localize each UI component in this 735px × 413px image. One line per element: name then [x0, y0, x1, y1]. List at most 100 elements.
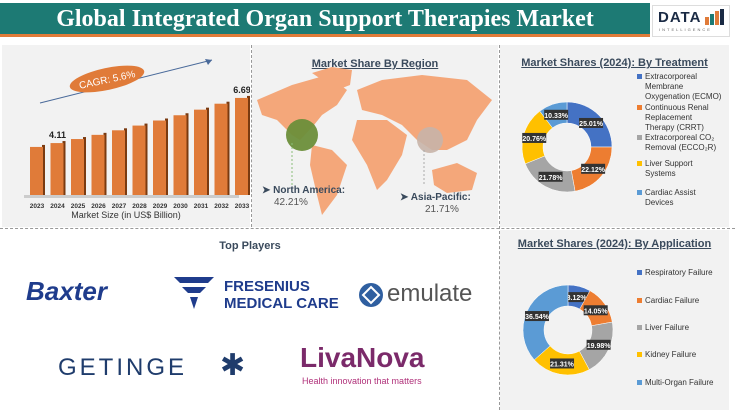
bar: [132, 125, 146, 195]
x-tick-label: 2032: [214, 203, 229, 210]
north-america-value: 42.21%: [274, 197, 308, 208]
data-label: 14.05%: [584, 308, 609, 315]
legend-item: Continuous Renal Replacement Therapy (CRRT…: [637, 103, 709, 133]
legend-swatch: [637, 270, 642, 276]
legend-label: Oxygenation (ECMO): [645, 92, 722, 101]
livanova-tagline: Health innovation that matters: [302, 376, 422, 386]
legend-item: Liver Support Systems: [637, 159, 693, 179]
header: Global Integrated Organ Support Therapie…: [0, 0, 735, 42]
legend-label: Respiratory Failure: [645, 268, 713, 277]
legend-label: Multi-Organ Failure: [645, 378, 714, 387]
bar: [30, 146, 43, 195]
players-panel: Top Players Baxter FRESENIUS MEDICAL CAR…: [2, 230, 498, 410]
data-label: 21.31%: [550, 361, 575, 368]
x-tick-label: 2031: [194, 203, 209, 210]
bar-shadow: [185, 113, 189, 195]
legend-label: Systems: [645, 169, 676, 178]
bar-shadow: [42, 144, 45, 195]
data-label: 25.01%: [579, 121, 604, 128]
world-map: [257, 67, 492, 215]
fresenius-logo-line1: FRESENIUS: [224, 278, 310, 295]
bar: [71, 139, 84, 195]
bar: [194, 109, 207, 195]
data-label-bg: [586, 339, 611, 350]
na-label-text: North America:: [273, 185, 346, 196]
legend-label: Cardiac Assist: [645, 188, 696, 197]
bar-shadow: [103, 132, 107, 195]
x-tick-label: 2027: [112, 203, 127, 210]
x-tick-label: 2028: [132, 203, 147, 210]
data-label-bg: [579, 117, 604, 128]
data-label: 22.12%: [581, 167, 606, 174]
data-label-bg: [564, 292, 589, 303]
legend-swatch: [637, 352, 642, 358]
players-title: Top Players: [219, 240, 281, 252]
application-title: Market Shares (2024): By Application: [517, 238, 712, 250]
data-label-bg: [583, 305, 608, 316]
legend-swatch: [637, 190, 642, 196]
north-america-marker: [286, 119, 318, 151]
datam-logo: DATA INTELLIGENCE: [652, 5, 730, 37]
x-tick-label: 2023: [30, 203, 45, 210]
data-label: 6.69: [233, 85, 250, 95]
bar-shadow: [62, 141, 66, 195]
cagr-ellipse: [69, 65, 145, 93]
legend-swatch: [637, 135, 642, 141]
data-label-bg: [581, 163, 606, 174]
logo-text: DATA: [658, 9, 702, 26]
legend-label: Removal (ECCO₂R): [645, 143, 717, 152]
legend-item: Multi-Organ Failure: [637, 378, 713, 388]
bar: [214, 103, 228, 195]
x-tick-label: 2029: [153, 203, 168, 210]
legend-swatch: [637, 161, 642, 167]
x-tick-label: 2024: [50, 203, 65, 210]
asia-pacific-marker: [417, 127, 443, 153]
bar: [112, 130, 125, 195]
market-size-xlabel: Market Size (in US$ Billion): [71, 210, 181, 220]
legend-item: Liver Failure: [637, 323, 689, 333]
bar: [235, 97, 248, 195]
bar: [91, 134, 105, 195]
legend-label: Extracorporeal CO₂: [645, 133, 715, 142]
treatment-panel: Market Shares (2024): By Treatment 25.01…: [500, 45, 729, 227]
asia-pacific-label: ➤ Asia-Pacific:: [400, 192, 471, 203]
application-donut: 8.12% 14.05% 19.98% 21.31% 36.54%: [522, 284, 614, 376]
legend-item: Respiratory Failure: [637, 268, 713, 278]
data-label: 10.33%: [544, 113, 569, 120]
bar-shadow: [206, 107, 209, 195]
legend-item: Kidney Failure: [637, 350, 696, 360]
baxter-logo: Baxter: [26, 276, 107, 306]
legend-label: Devices: [645, 198, 674, 207]
data-label-bg: [550, 358, 575, 369]
emulate-logo-icon: [359, 283, 383, 307]
data-label: 36.54%: [525, 314, 550, 321]
divider: [499, 45, 500, 410]
legend-label: Cardiac Failure: [645, 296, 700, 305]
data-label-bg: [544, 109, 569, 120]
divider: [251, 45, 252, 227]
legend-label: Replacement: [645, 113, 693, 122]
market-size-panel: CAGR: 5.6% 2023 2024 4.11 2025 2026 2027 2028 20…: [2, 45, 250, 227]
bar-shadow: [83, 137, 86, 195]
livanova-logo: LivaNova: [300, 342, 425, 373]
legend-swatch: [637, 105, 642, 111]
bar-shadow: [247, 95, 250, 195]
emulate-logo: emulate: [387, 280, 473, 307]
legend-item: Extracorporeal Membrane Oxygenation (ECMO): [637, 72, 721, 102]
legend-swatch: [637, 325, 642, 331]
legend-label: Liver Support: [645, 159, 693, 168]
data-label: 8.12%: [567, 295, 588, 302]
logo-bars-icon: [705, 9, 724, 25]
north-america-label: ➤ North America:: [262, 185, 346, 196]
bar-shadow: [144, 123, 148, 195]
legend-swatch: [637, 380, 642, 386]
legend-label: Kidney Failure: [645, 350, 697, 359]
x-tick-label: 2025: [71, 203, 86, 210]
legend-item: Extracorporeal CO₂ Removal (ECCO₂R): [637, 133, 716, 153]
getinge-logo: GETINGE: [58, 354, 188, 381]
bar: [153, 120, 166, 195]
cagr-arrow-head: [205, 59, 212, 65]
bar-shadow: [124, 128, 127, 195]
data-label: 19.98%: [587, 343, 612, 350]
data-label-bg: [522, 132, 547, 143]
